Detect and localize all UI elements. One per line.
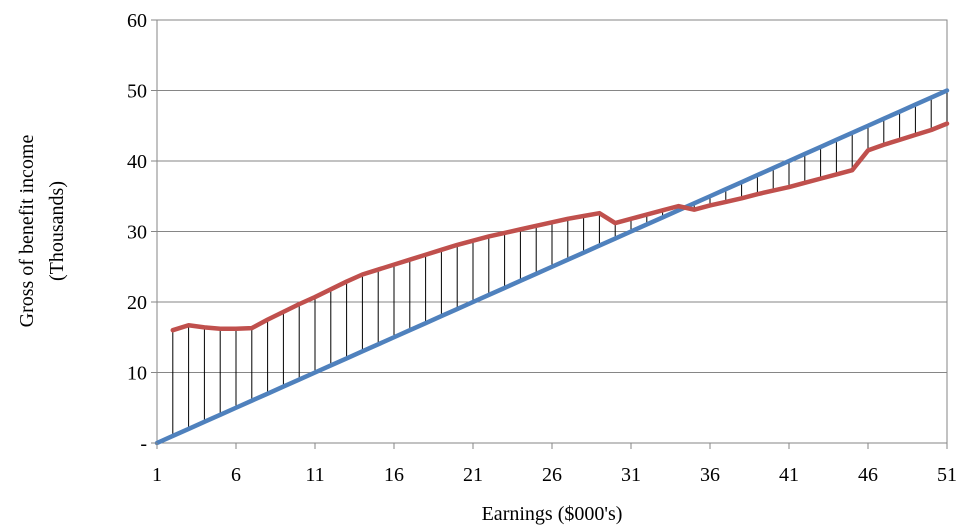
gridlines [157,19,947,373]
y-axis-tick-labels: - 10 20 30 40 50 60 [127,10,157,455]
x-tick-label-9: 46 [858,464,878,486]
x-tick-label-3: 16 [384,464,404,486]
x-tick-label-5: 26 [542,464,562,486]
x-tick-label-0: 1 [152,464,162,486]
y-axis-title-line2: (Thousands) [46,181,68,281]
y-axis-title-line1: Gross of benefit income [16,135,38,328]
x-axis-tick-labels: 1 6 11 16 21 26 31 36 41 46 51 [152,443,957,486]
y-tick-label-6: 60 [127,10,147,32]
drop-lines [172,90,948,436]
x-tick-label-4: 21 [463,464,483,486]
x-tick-label-6: 31 [621,464,641,486]
x-tick-label-2: 11 [305,464,324,486]
y-tick-label-2: 20 [127,292,147,314]
series-line-0 [154,88,950,446]
y-tick-label-0: - [140,433,147,455]
x-axis-title: Earnings ($000's) [482,503,623,525]
x-tick-label-1: 6 [231,464,241,486]
y-tick-label-1: 10 [127,363,147,385]
x-tick-label-10: 51 [937,464,957,486]
x-tick-label-7: 36 [700,464,720,486]
y-tick-label-3: 30 [127,222,147,244]
x-tick-label-8: 41 [779,464,799,486]
series-line-1 [170,121,950,333]
y-tick-label-4: 40 [127,151,147,173]
y-tick-label-5: 50 [127,81,147,103]
series-lines [154,88,950,446]
